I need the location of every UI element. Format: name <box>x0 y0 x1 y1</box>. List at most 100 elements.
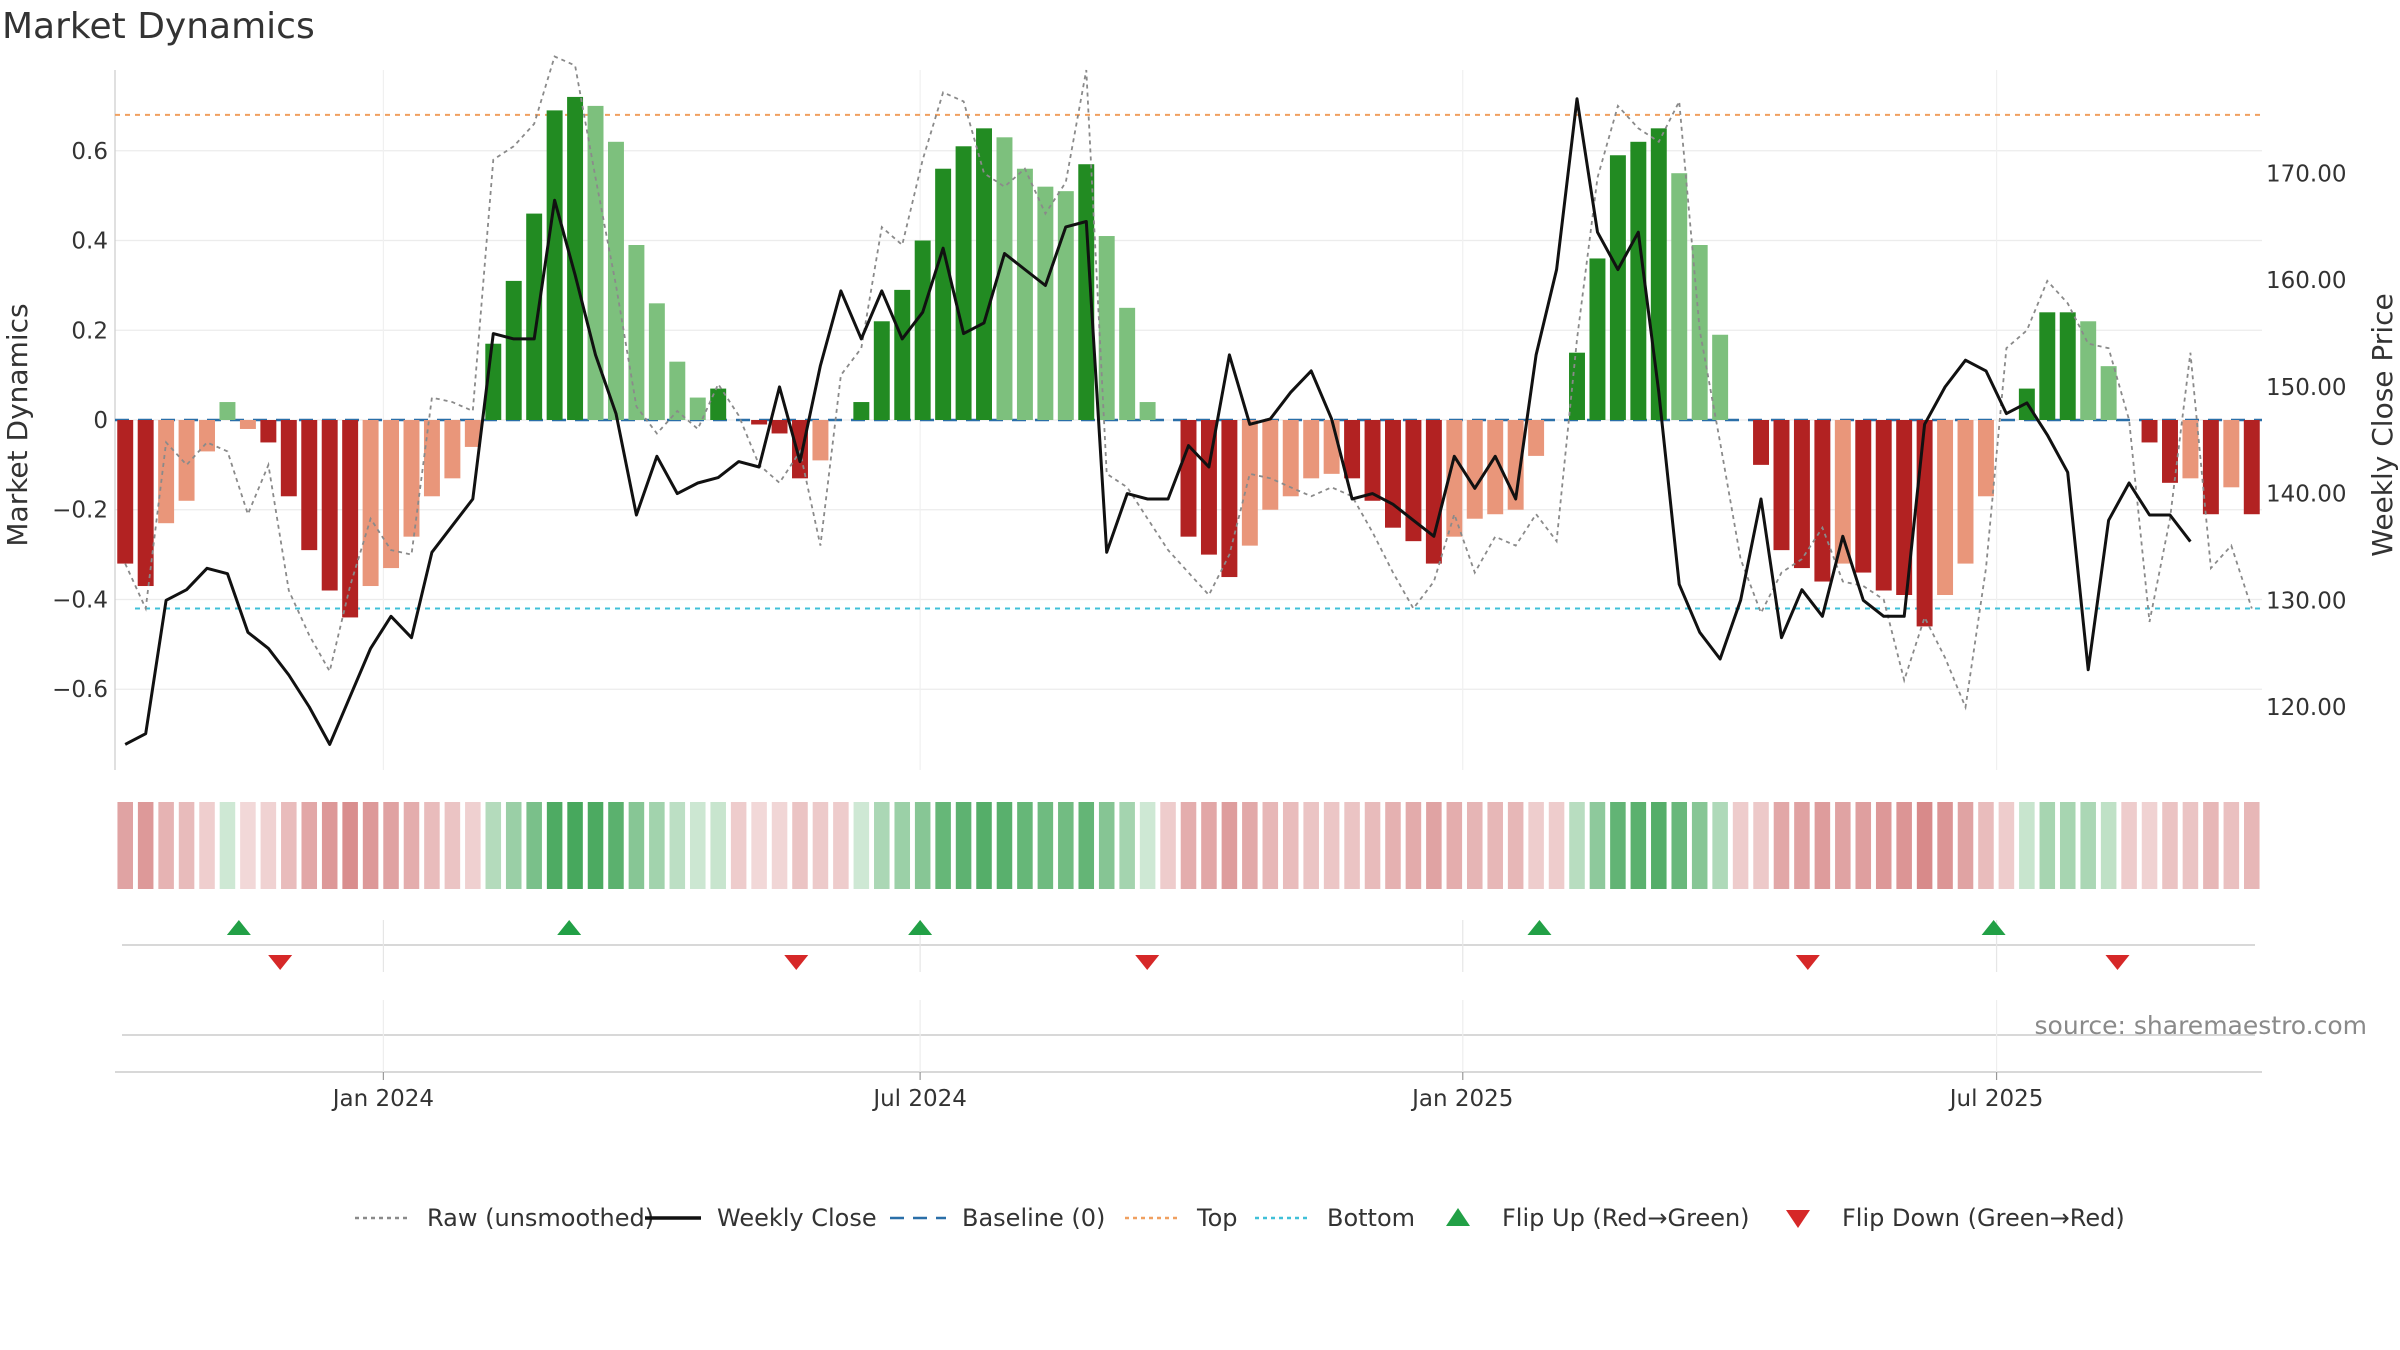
strip-cell <box>281 802 297 889</box>
strip-cell <box>199 802 215 889</box>
dynamics-bar <box>2059 312 2076 420</box>
strip-cell <box>1691 802 1708 889</box>
dynamics-bar <box>689 397 706 420</box>
dynamics-bar <box>935 168 952 420</box>
strip-cell <box>526 802 542 889</box>
right-y-tick-label: 160.00 <box>2266 268 2346 294</box>
dynamics-bar <box>137 420 154 587</box>
strip-cell <box>321 802 338 889</box>
strip-cell <box>1998 802 2015 889</box>
strip-cell <box>1201 802 1217 889</box>
dynamics-bar <box>199 420 215 452</box>
strip-cell <box>1651 802 1667 889</box>
dynamics-bar <box>1957 420 1974 564</box>
strip-cell <box>240 802 256 889</box>
flip-up-marker <box>1527 920 1552 935</box>
flip-down-marker <box>1135 955 1160 970</box>
strip-cell <box>1017 802 1033 889</box>
dynamics-bar <box>1385 420 1401 528</box>
strip-cell <box>914 802 931 889</box>
chart-title: Market Dynamics <box>2 6 315 47</box>
dynamics-bar <box>1834 420 1851 564</box>
dynamics-bar <box>1200 420 1217 555</box>
dynamics-bar <box>383 420 400 569</box>
flip-up-marker <box>226 920 251 935</box>
dynamics-bar <box>178 420 195 501</box>
strip-cell <box>1344 802 1360 889</box>
dynamics-bar <box>628 245 645 420</box>
x-axis-ticks: Jan 2024 Jul 2024 Jan 2025 Jul 2025 <box>331 1072 2043 1112</box>
right-y-tick-label: 120.00 <box>2266 695 2346 721</box>
legend-label: Baseline (0) <box>962 1204 1105 1232</box>
strip-cell <box>1671 802 1688 889</box>
dynamics-bar <box>1139 402 1156 420</box>
strip-cell <box>1875 802 1892 889</box>
strip-cell <box>1548 802 1565 889</box>
dynamics-bar <box>1446 420 1463 537</box>
dynamics-bar <box>1916 420 1933 627</box>
strip-cell <box>1855 802 1872 889</box>
strip-cell <box>1712 802 1728 889</box>
dynamics-bar <box>1344 420 1361 479</box>
legend-swatch <box>1446 1208 1470 1226</box>
dynamics-bar <box>1466 420 1483 519</box>
dynamics-bar <box>669 361 686 420</box>
flip-down-marker <box>268 955 293 970</box>
strip-cell <box>771 802 788 889</box>
dynamics-bar <box>2039 312 2056 420</box>
strip-cell <box>1364 802 1381 889</box>
dynamics-bar <box>1875 420 1892 591</box>
dynamics-bar <box>321 420 338 591</box>
dynamics-bar <box>362 420 379 587</box>
strip-cell <box>996 802 1013 889</box>
strip-cell <box>1058 802 1074 889</box>
strip-cell <box>1487 802 1503 889</box>
strip-cell <box>424 802 440 889</box>
dynamics-bar <box>1569 352 1585 420</box>
dynamics-bar <box>1650 128 1667 421</box>
dynamics-bar <box>260 420 277 443</box>
left-y-tick-label: −0.4 <box>52 587 108 613</box>
strip-cell <box>1528 802 1544 889</box>
dynamics-bar <box>1609 155 1626 420</box>
legend-label: Bottom <box>1327 1204 1415 1232</box>
dynamics-bar <box>771 420 788 434</box>
strip-cell <box>2100 802 2117 889</box>
legend-swatch <box>1786 1210 1810 1228</box>
dynamics-bar <box>914 240 931 420</box>
dynamics-bar <box>1016 168 1033 420</box>
dynamics-bar <box>117 420 134 564</box>
strip-cell <box>137 802 154 889</box>
strip-cell <box>362 802 379 889</box>
dynamics-bar <box>1262 420 1279 510</box>
dynamics-bar <box>526 213 543 420</box>
strip-cell <box>1916 802 1933 889</box>
left-y-tick-label: 0.6 <box>71 139 108 165</box>
legend-label: Flip Up (Red→Green) <box>1502 1204 1750 1232</box>
strip-cell <box>383 802 399 889</box>
strip-cell <box>403 802 420 889</box>
dynamics-bar <box>2162 420 2178 483</box>
dynamics-bar <box>1487 420 1504 515</box>
dynamics-bar <box>2223 420 2240 488</box>
right-y-tick-label: 170.00 <box>2266 162 2346 188</box>
strip-cell <box>1835 802 1851 889</box>
dynamics-bar <box>894 289 911 420</box>
strip-cell <box>219 802 236 889</box>
legend-item: Baseline (0) <box>890 1204 1105 1232</box>
dynamics-bar <box>1671 173 1688 420</box>
dynamics-bar <box>1282 420 1299 497</box>
strip-cell <box>587 802 604 889</box>
strip-cell <box>2141 802 2158 889</box>
strip-cell <box>1630 802 1647 889</box>
dynamics-bar <box>955 146 972 421</box>
strip-cell <box>1978 802 1994 889</box>
strip-cell <box>178 802 195 889</box>
dynamics-bar <box>812 420 829 461</box>
flip-down-marker <box>784 955 809 970</box>
strip-cell <box>2080 802 2096 889</box>
strip-cell <box>158 802 174 889</box>
strip-cell <box>730 802 747 889</box>
strip-cell <box>342 802 358 889</box>
